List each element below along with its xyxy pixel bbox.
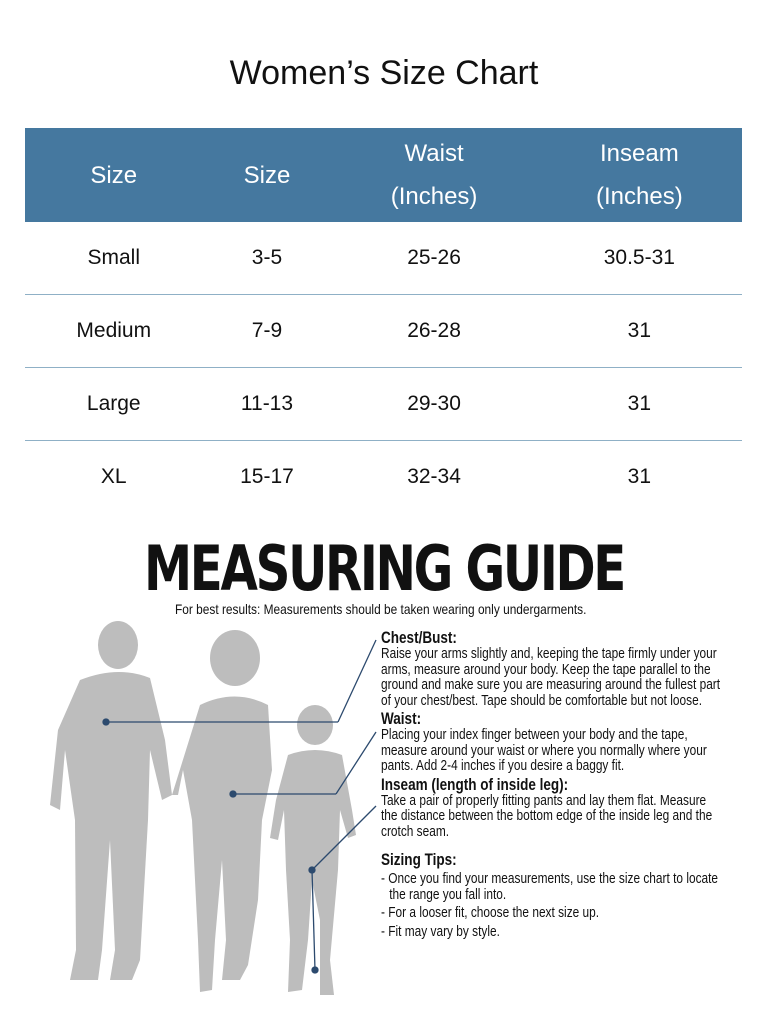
section-body: Raise your arms slightly and, keeping th… [381,646,721,709]
section-heading: Waist: [381,710,422,728]
woman-silhouette [172,696,272,992]
table-row: Small 3-5 25-26 30.5-31 [25,222,742,295]
table-cell: Medium [25,294,203,368]
table-cell: 3-5 [202,222,332,295]
table-cell: 29-30 [331,367,537,441]
table-row: Large 11-13 29-30 31 [25,367,742,441]
page-title: Women’s Size Chart [229,54,539,92]
table-row: Medium 7-9 26-28 31 [25,294,742,368]
header-waist: Waist (Inches) [331,128,537,222]
header-size-number: Size [202,128,332,222]
measuring-instructions: Chest/Bust: Raise your arms slightly and,… [381,630,725,940]
measurement-pointers [102,639,377,974]
size-table: Size Size Waist (Inches) Inseam (Inches) S… [25,128,742,513]
table-cell: 25-26 [331,222,537,295]
table-row: XL 15-17 32-34 31 [25,441,742,514]
table-cell: 30.5-31 [536,222,742,295]
man-silhouette [50,671,172,980]
man-silhouette-head [98,621,138,669]
header-inseam: Inseam (Inches) [536,128,742,222]
table-cell: XL [100,465,127,488]
tip-item: - Once you find your measurements, use t… [381,871,719,903]
section-heading: Chest/Bust: [381,629,457,647]
header-size-label: Size [25,128,203,222]
table-cell: 31 [627,465,652,488]
sizing-tips-heading: Sizing Tips: [381,851,457,869]
section-body: Take a pair of properly fitting pants an… [381,792,713,840]
family-silhouettes [50,621,377,995]
table-cell: 31 [536,294,742,368]
guide-section: Waist: Placing your index finger between … [381,711,725,775]
woman-silhouette-head [210,630,260,686]
guide-section: Chest/Bust: Raise your arms slightly and,… [381,630,725,709]
table-cell: 26-28 [331,294,537,368]
table-header-row: Size Size Waist (Inches) Inseam (Inches) [25,128,742,222]
measuring-guide-title: MEASURING GUIDE [144,532,626,605]
sizing-tips: Sizing Tips: - Once you find your measur… [381,852,725,940]
tip-item: - For a looser fit, choose the next size… [381,905,600,921]
table-cell: 32-34 [407,465,461,488]
child-silhouette-head [297,705,333,745]
measuring-guide-subtitle: For best results: Measurements should be… [175,601,587,617]
table-cell: 7-9 [202,294,332,368]
table-cell: Large [25,367,203,441]
section-heading: Inseam (length of inside leg): [381,775,569,794]
table-cell: 11-13 [202,367,332,441]
table-cell: Small [25,222,203,295]
table-cell: 31 [536,367,742,441]
section-body: Placing your index finger between your b… [381,727,707,774]
guide-section: Inseam (length of inside leg): Take a pai… [381,775,725,841]
table-cell: 15-17 [240,465,294,488]
tip-item: - Fit may vary by style. [381,923,500,940]
